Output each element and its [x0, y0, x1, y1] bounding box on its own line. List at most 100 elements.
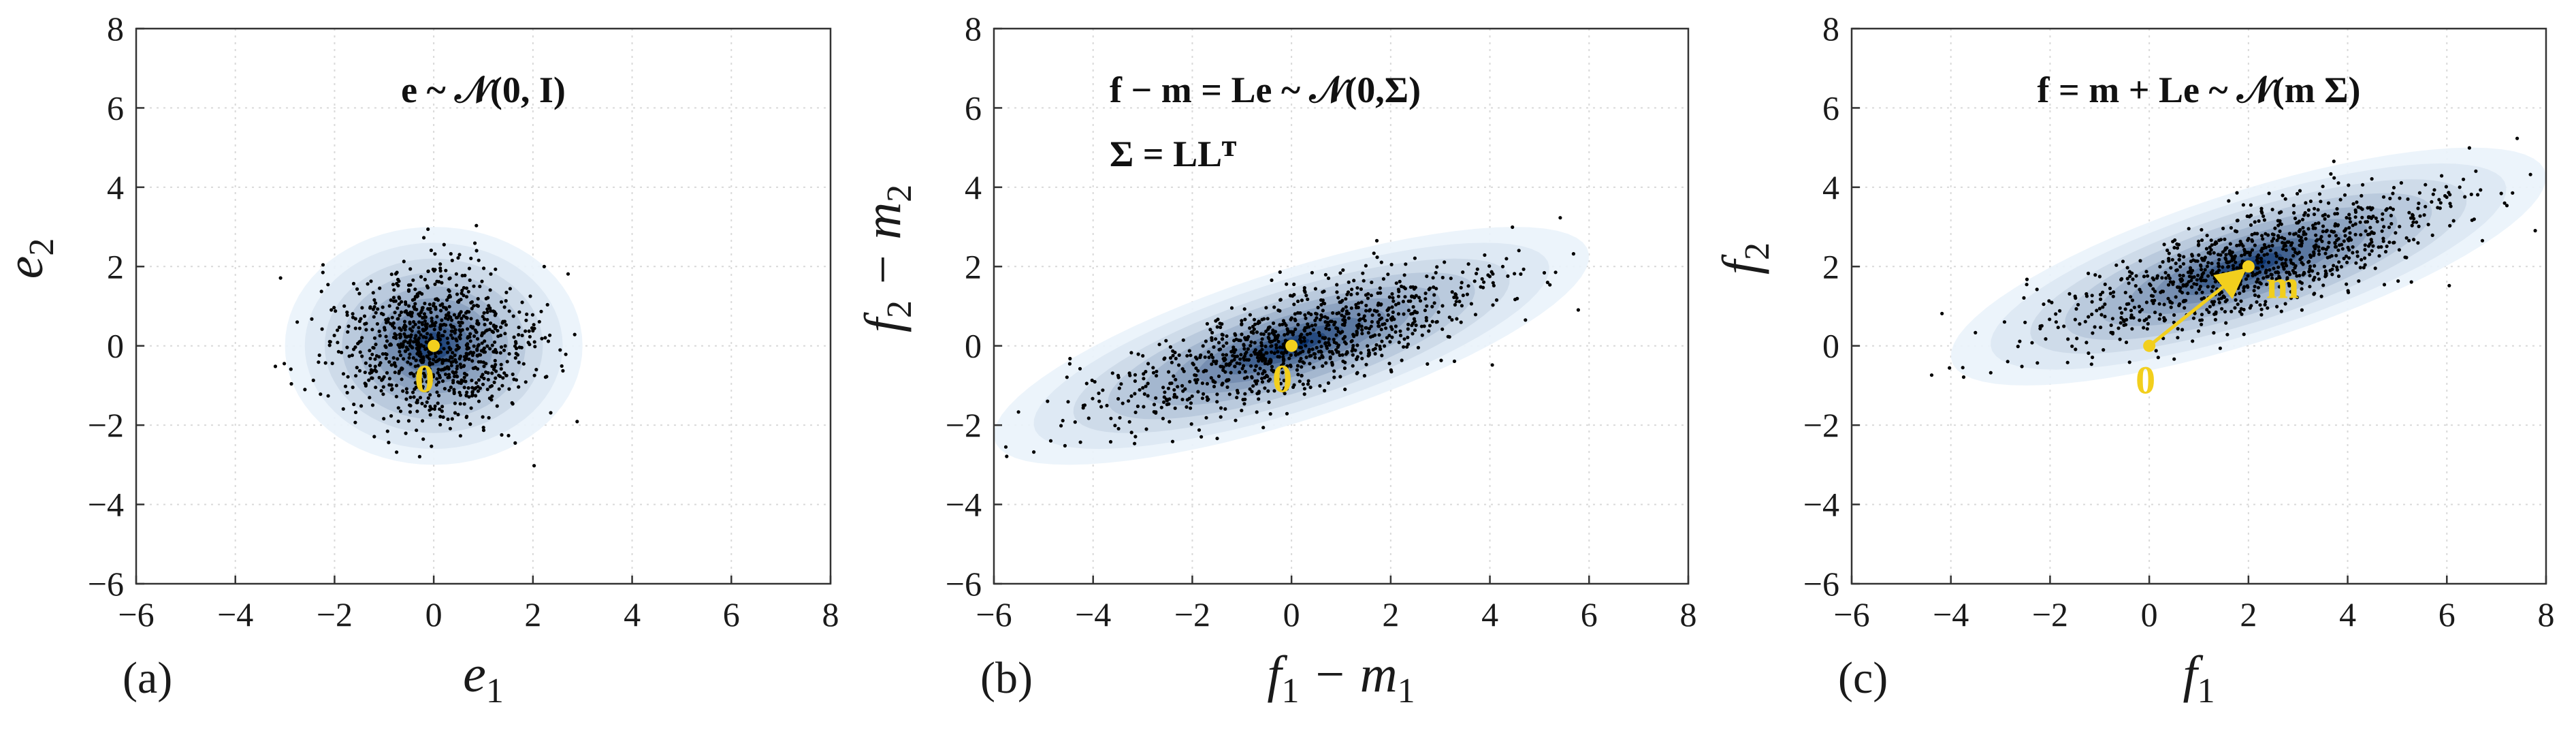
- scatter-point: [1974, 330, 1978, 334]
- scatter-point: [408, 403, 412, 407]
- scatter-point: [1398, 279, 1402, 283]
- scatter-point: [2140, 308, 2144, 312]
- scatter-point: [1282, 379, 1286, 383]
- scatter-point: [2229, 272, 2234, 276]
- x-tick-label: −6: [1833, 595, 1869, 633]
- scatter-point: [1364, 293, 1368, 297]
- scatter-point: [487, 304, 491, 308]
- scatter-point: [1191, 362, 1195, 366]
- scatter-point: [438, 326, 442, 330]
- scatter-point: [412, 395, 416, 399]
- scatter-point: [1253, 369, 1257, 373]
- scatter-point: [2224, 321, 2228, 325]
- scatter-point: [356, 341, 360, 345]
- scatter-point: [2178, 286, 2183, 290]
- scatter-point: [2090, 312, 2094, 317]
- scatter-point: [2360, 207, 2364, 211]
- scatter-point: [2253, 293, 2257, 297]
- scatter-point: [2191, 339, 2195, 343]
- x-tick-label: −4: [217, 595, 253, 633]
- scatter-point: [1548, 283, 1552, 287]
- scatter-point: [1260, 337, 1264, 341]
- scatter-point: [1240, 366, 1244, 371]
- scatter-point: [1219, 415, 1223, 419]
- scatter-point: [398, 332, 402, 336]
- scatter-point: [2155, 276, 2159, 280]
- scatter-point: [483, 339, 487, 343]
- scatter-point: [1263, 386, 1267, 390]
- scatter-point: [420, 401, 424, 406]
- scatter-point: [367, 378, 371, 382]
- scatter-point: [1128, 373, 1132, 377]
- scatter-point: [2364, 229, 2368, 233]
- scatter-point: [2130, 298, 2135, 302]
- scatter-point: [2292, 247, 2296, 251]
- scatter-point: [2410, 223, 2414, 228]
- scatter-point: [2148, 283, 2153, 287]
- scatter-point: [2210, 262, 2214, 266]
- y-tick-label: −2: [946, 406, 982, 444]
- scatter-point: [2353, 232, 2357, 236]
- scatter-point: [2385, 245, 2389, 249]
- scatter-point: [1091, 396, 1095, 401]
- scatter-point: [1325, 324, 1329, 328]
- scatter-point: [1398, 329, 1402, 333]
- scatter-point: [454, 370, 458, 375]
- scatter-point: [1389, 368, 1393, 372]
- scatter-point: [1384, 326, 1388, 330]
- scatter-point: [2062, 324, 2066, 328]
- scatter-point: [1349, 306, 1353, 310]
- scatter-point: [1078, 440, 1082, 444]
- scatter-point: [2336, 223, 2340, 227]
- scatter-point: [1201, 344, 1205, 348]
- scatter-point: [1475, 267, 1479, 271]
- scatter-point: [413, 302, 417, 306]
- scatter-point: [2319, 234, 2323, 239]
- scatter-point: [1342, 366, 1347, 371]
- scatter-point: [453, 331, 457, 335]
- scatter-point: [463, 273, 467, 277]
- scatter-point: [2278, 219, 2282, 223]
- scatter-point: [2502, 201, 2507, 205]
- scatter-point: [470, 392, 474, 397]
- scatter-point: [445, 298, 449, 302]
- scatter-point: [1257, 359, 1261, 363]
- scatter-point: [1322, 289, 1326, 294]
- scatter-point: [1336, 343, 1340, 347]
- scatter-point: [422, 366, 426, 371]
- scatter-point: [2087, 315, 2091, 319]
- scatter-point: [1198, 356, 1202, 360]
- scatter-point: [1332, 337, 1336, 341]
- scatter-point: [1430, 304, 1434, 309]
- scatter-point: [2123, 323, 2128, 327]
- scatter-point: [2103, 282, 2107, 286]
- scatter-point: [424, 340, 428, 344]
- scatter-point: [1249, 340, 1253, 344]
- scatter-point: [452, 325, 456, 329]
- y-tick-label: 2: [965, 247, 982, 285]
- x-tick-label: 8: [822, 595, 839, 633]
- scatter-point: [502, 371, 506, 375]
- scatter-point: [452, 313, 457, 317]
- scatter-point: [1336, 296, 1340, 300]
- scatter-point: [2255, 256, 2259, 260]
- scatter-point: [379, 361, 383, 365]
- scatter-point: [1210, 356, 1215, 360]
- scatter-point: [2416, 241, 2420, 245]
- scatter-point: [2189, 285, 2193, 289]
- scatter-point: [1255, 410, 1259, 414]
- scatter-point: [2030, 341, 2034, 345]
- scatter-point: [1229, 349, 1234, 354]
- scatter-point: [2252, 289, 2256, 293]
- scatter-point: [421, 315, 425, 320]
- scatter-point: [1344, 305, 1348, 309]
- scatter-point: [2153, 289, 2157, 294]
- scatter-point: [2274, 270, 2278, 275]
- scatter-point: [2157, 302, 2161, 306]
- scatter-point: [399, 328, 403, 332]
- scatter-point: [485, 388, 489, 392]
- scatter-point: [2265, 282, 2269, 287]
- scatter-point: [321, 263, 325, 267]
- scatter-point: [1252, 327, 1256, 331]
- scatter-point: [1005, 454, 1009, 458]
